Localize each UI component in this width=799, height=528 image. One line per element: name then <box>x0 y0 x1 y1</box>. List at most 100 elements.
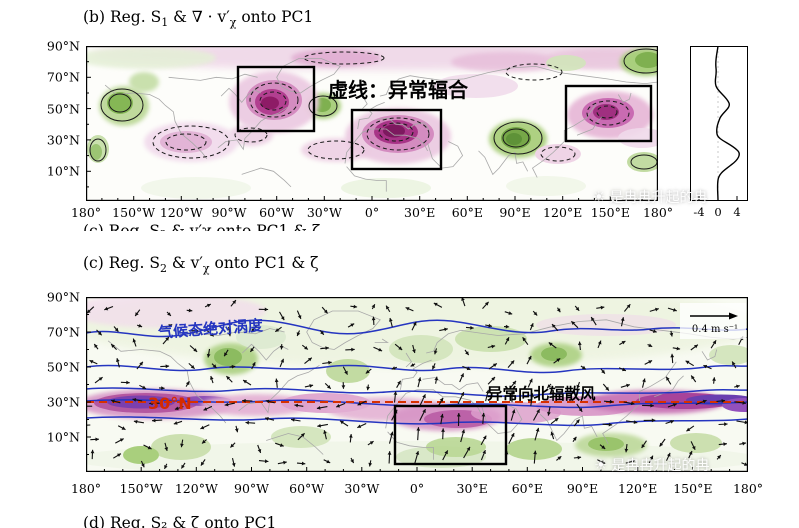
wind-arrow-head <box>466 446 470 451</box>
panel-b-lon-label: 30°E <box>404 205 436 220</box>
panel-c-lon-label: 120°W <box>174 481 218 496</box>
profile-tick-label: -4 <box>693 205 705 219</box>
wind-arrow-head <box>265 417 269 421</box>
panel-b-lon-label: 60°W <box>259 205 295 220</box>
wind-arrow-head <box>456 413 461 417</box>
panel-b-profile-plot <box>690 46 748 201</box>
wind-arrow-head <box>234 428 239 433</box>
wind-arrow-head <box>659 442 664 447</box>
wind-arrow-head <box>350 323 355 327</box>
wind-arrow-head <box>341 385 346 389</box>
reference-arrow-head <box>729 312 738 320</box>
coastline <box>426 329 473 354</box>
highlight-box-divergent-wind <box>393 404 508 466</box>
panel-c-lon-label: 60°W <box>289 481 325 496</box>
wind-arrow-head <box>666 376 670 381</box>
wind-arrow-head <box>556 308 561 313</box>
panel-b-title-sub1: 1 <box>161 16 169 30</box>
wind-arrow-head <box>391 366 396 370</box>
wind-arrow-head <box>297 315 302 319</box>
wind-arrow-head <box>667 452 671 457</box>
wind-arrow-head <box>692 446 696 450</box>
wind-arrow-head <box>227 332 232 337</box>
wind-arrow-head <box>460 392 464 396</box>
coastline <box>181 328 285 336</box>
coastline <box>654 375 684 398</box>
cropped-caption-c-text: (c) Reg. S₂ & v′χ onto PC1 & ζ <box>83 222 321 231</box>
wind-arrow-head <box>552 324 556 328</box>
wind-arrow-head <box>164 465 168 469</box>
wind-arrow-head <box>138 323 143 328</box>
wind-arrow-head <box>386 305 390 310</box>
wind-arrow-head <box>491 344 496 349</box>
wind-arrow-head <box>393 391 398 395</box>
panel-c-wind-label: 异常向北辐散风 <box>487 385 596 403</box>
coastline <box>379 75 420 97</box>
coastline <box>104 84 208 159</box>
wind-arrow-head <box>492 363 497 367</box>
wind-arrow-head <box>527 355 532 360</box>
panel-b-title-text: (b) Reg. S <box>83 8 162 26</box>
reference-vector-backing <box>680 303 746 339</box>
wind-arrow-head <box>133 419 138 424</box>
panel-c-lon-label: 90°E <box>566 481 599 496</box>
wind-arrow-head <box>283 460 287 465</box>
wind-arrow-head <box>556 358 561 362</box>
wind-arrow-head <box>510 433 515 437</box>
wind-arrow-head <box>104 306 109 311</box>
panel-b-lon-label: 150°E <box>590 205 630 220</box>
wind-arrow-head <box>672 308 677 312</box>
panel-b-lon-label: 120°W <box>159 205 203 220</box>
wind-arrow-head <box>416 427 421 431</box>
wind-arrow-head <box>366 386 370 391</box>
wind-arrow-head <box>505 324 510 329</box>
wind-arrow-head <box>389 318 393 322</box>
wind-arrow-head <box>548 342 553 346</box>
wind-arrow-head <box>465 351 469 356</box>
wind-arrow-head <box>717 455 721 459</box>
wind-arrow-head <box>328 360 332 365</box>
wind-arrow-head <box>484 301 489 306</box>
sun-icon: ☀ <box>594 456 608 474</box>
wind-arrow-head <box>530 393 534 397</box>
wind-arrow-head <box>274 378 279 383</box>
cropped-caption-c: (c) Reg. S₂ & v′χ onto PC1 & ζ <box>83 222 513 231</box>
wind-arrow-head <box>135 312 139 316</box>
panel-c-lat-label: 90°N <box>46 289 80 305</box>
wind-arrow-head <box>742 401 746 405</box>
wind-arrow-head <box>252 362 256 367</box>
wind-arrow-head <box>744 420 748 425</box>
watermark-text: 是冉冉升起的冉 <box>609 190 708 206</box>
panel-c-lon-label: 180° <box>732 481 764 496</box>
wind-arrow-head <box>365 369 370 374</box>
coastline <box>306 310 381 350</box>
wind-arrow-head <box>167 312 171 316</box>
wind-arrow-head <box>194 328 199 333</box>
wind-arrow-head <box>280 316 285 321</box>
wind-arrow-head <box>126 380 130 385</box>
panel-b-lon-label: 90°E <box>499 205 531 220</box>
wind-arrow-head <box>620 317 625 321</box>
wind-arrow-head <box>621 341 626 345</box>
wind-arrow-head <box>491 377 495 381</box>
panel-c-title-text: (c) Reg. S <box>83 254 160 272</box>
wind-arrow-head <box>577 341 582 346</box>
wind-arrow-head <box>736 384 740 389</box>
wind-arrow-head <box>132 398 137 402</box>
wind-arrow-head <box>114 327 119 332</box>
panel-c-title-text3: onto PC1 & ζ <box>209 254 319 272</box>
wind-arrow-head <box>200 461 205 466</box>
panel-c-lon-label: 30°W <box>344 481 380 496</box>
coastline <box>531 103 597 178</box>
wind-arrow-head <box>533 311 538 316</box>
wind-arrow-head <box>742 441 746 446</box>
reference-vector-label: 0.4 m s⁻¹ <box>691 324 739 335</box>
wind-arrow-head <box>250 348 254 352</box>
wind-arrow-head <box>165 337 169 341</box>
wind-arrow-head <box>387 451 392 455</box>
coastline <box>576 116 603 136</box>
panel-b-lon-label: 60°E <box>451 205 483 220</box>
panel-c-lon-label: 90°W <box>233 481 270 496</box>
panel-b-lon-label: 150°W <box>112 205 156 220</box>
wind-arrow-head <box>117 453 121 457</box>
